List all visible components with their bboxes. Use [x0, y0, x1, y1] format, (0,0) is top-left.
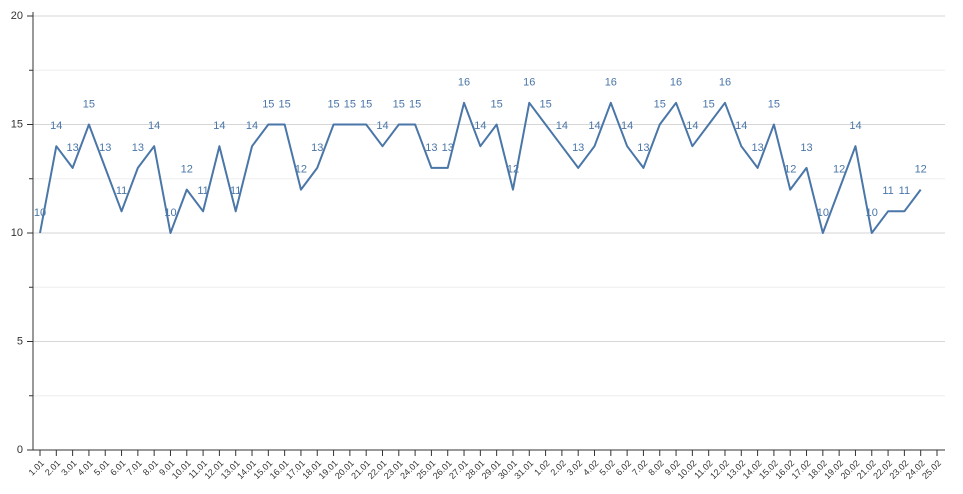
data-label: 14 — [849, 120, 861, 132]
x-tick-label: 1.01 — [27, 458, 46, 477]
data-label: 11 — [230, 185, 241, 197]
data-label: 11 — [197, 185, 208, 197]
x-tick-label: 25.02 — [920, 458, 943, 481]
data-label: 13 — [751, 142, 763, 154]
x-tick-label: 3.01 — [59, 458, 78, 477]
data-label: 12 — [915, 164, 927, 176]
data-label: 13 — [66, 142, 78, 154]
data-label: 15 — [393, 98, 405, 110]
data-label: 15 — [279, 98, 291, 110]
data-label: 14 — [556, 120, 568, 132]
data-label: 16 — [523, 77, 535, 89]
data-label: 15 — [327, 98, 339, 110]
data-label: 15 — [703, 98, 715, 110]
data-label: 13 — [572, 142, 584, 154]
data-label: 12 — [295, 164, 307, 176]
data-label: 12 — [181, 164, 193, 176]
y-tick-label: 0 — [17, 444, 23, 456]
data-label: 13 — [311, 142, 323, 154]
data-label: 14 — [621, 120, 633, 132]
x-tick-label: 7.01 — [124, 458, 143, 477]
data-label: 16 — [605, 77, 617, 89]
y-tick-label: 5 — [17, 335, 23, 347]
x-tick-label: 3.02 — [565, 458, 584, 477]
x-tick-label: 2.01 — [43, 458, 62, 477]
data-label: 14 — [474, 120, 486, 132]
data-label: 13 — [442, 142, 454, 154]
line-series — [39, 101, 922, 234]
data-label: 12 — [507, 164, 519, 176]
data-label: 15 — [409, 98, 421, 110]
data-label: 11 — [899, 185, 910, 197]
data-label: 10 — [164, 207, 176, 219]
data-label: 12 — [833, 164, 845, 176]
data-label: 11 — [116, 185, 127, 197]
x-tick-label: 8.01 — [141, 458, 160, 477]
data-label: 11 — [882, 185, 893, 197]
data-label: 15 — [360, 98, 372, 110]
data-label: 14 — [148, 120, 160, 132]
data-label: 14 — [376, 120, 388, 132]
data-label: 14 — [213, 120, 225, 132]
y-tick-label: 10 — [11, 227, 23, 239]
data-label: 13 — [800, 142, 812, 154]
x-tick-label: 7.02 — [630, 458, 649, 477]
x-tick-label: 6.01 — [108, 458, 127, 477]
x-tick-label: 4.01 — [76, 458, 95, 477]
y-tick-label: 15 — [11, 118, 23, 130]
data-label: 15 — [491, 98, 503, 110]
data-label: 10 — [866, 207, 878, 219]
data-label: 14 — [686, 120, 698, 132]
data-label: 16 — [458, 77, 470, 89]
x-tick-label: 1.02 — [532, 458, 551, 477]
data-label: 14 — [50, 120, 62, 132]
data-label: 16 — [719, 77, 731, 89]
data-label: 14 — [246, 120, 258, 132]
data-label: 15 — [539, 98, 551, 110]
x-tick-label: 2.02 — [549, 458, 568, 477]
x-tick-label: 6.02 — [614, 458, 633, 477]
data-label: 15 — [262, 98, 274, 110]
x-tick-label: 8.02 — [646, 458, 665, 477]
data-label: 13 — [425, 142, 437, 154]
data-label: 13 — [132, 142, 144, 154]
data-label: 13 — [99, 142, 111, 154]
data-label: 14 — [588, 120, 600, 132]
x-tick-label: 5.01 — [92, 458, 111, 477]
x-tick-label: 4.02 — [581, 458, 600, 477]
data-label: 15 — [83, 98, 95, 110]
y-tick-label: 20 — [11, 10, 23, 22]
data-label: 15 — [768, 98, 780, 110]
data-label: 10 — [34, 207, 46, 219]
data-label: 15 — [654, 98, 666, 110]
x-tick-label: 5.02 — [597, 458, 616, 477]
data-label: 15 — [344, 98, 356, 110]
data-label: 10 — [817, 207, 829, 219]
data-label: 14 — [735, 120, 747, 132]
data-label: 13 — [637, 142, 649, 154]
data-label: 12 — [784, 164, 796, 176]
data-label: 16 — [670, 77, 682, 89]
